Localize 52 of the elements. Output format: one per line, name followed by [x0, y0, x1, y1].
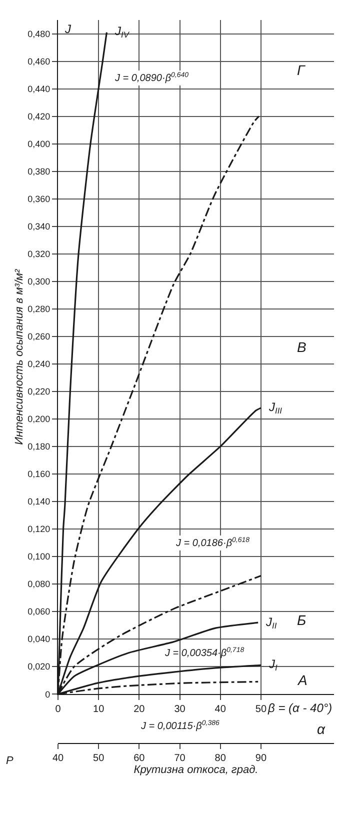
y-tick-label: 0,020	[28, 662, 50, 672]
series-label: J$_{II}$	[265, 615, 278, 631]
text: J = 0,00115·β$^{0,386}$	[140, 720, 220, 732]
y-tick-label: 0,340	[28, 222, 50, 232]
y-tick-label: 0,100	[28, 552, 50, 562]
x2-tick-label: 50	[93, 752, 105, 764]
y-tick-label: 0,140	[28, 496, 50, 507]
y-tick-label: 0,320	[28, 249, 50, 260]
x2-tick-label: 80	[214, 752, 226, 764]
y-axis-title: Интенсивность осыпания в м³/м²	[13, 268, 26, 445]
series-label: J$_{III}$	[268, 400, 283, 416]
y-tick-label: 0,420	[28, 111, 50, 122]
y-tick-label: 0,080	[28, 579, 50, 590]
y-tick-label: 0,440	[28, 84, 50, 94]
x-tick-label: 40	[214, 704, 226, 716]
x2-tick-label: 90	[255, 752, 267, 764]
text: β = (α - 40°)	[267, 701, 332, 715]
y-tick-label: 0,160	[28, 469, 50, 480]
text: Р	[6, 755, 14, 767]
annotation: А	[297, 672, 308, 688]
y-tick-label: 0,040	[28, 634, 50, 644]
y-tick-label: 0,480	[28, 28, 50, 39]
x2-tick-label: 60	[134, 752, 146, 764]
annotation: В	[297, 339, 306, 355]
y-tick-label: 0,300	[28, 276, 50, 287]
x-tick-label: 50	[255, 704, 267, 716]
y-tick-label: 0,280	[28, 304, 50, 314]
y-tick-label: 0	[45, 689, 50, 700]
annotation: Г	[297, 62, 306, 78]
x-tick-label: 20	[134, 704, 146, 716]
y-tick-label: 0,460	[28, 56, 50, 66]
y-tick-label: 0,400	[28, 138, 50, 149]
y-tick-label: 0,360	[28, 194, 50, 204]
annotation: J = 0,0186·β$^{0,618}$	[175, 537, 250, 550]
annotation: J	[64, 22, 72, 36]
y-tick-label: 0,380	[28, 166, 50, 176]
y-tick-label: 0,120	[28, 524, 50, 534]
y-tick-label: 0,060	[28, 606, 50, 617]
x-tick-label: 10	[93, 704, 105, 716]
x2-tick-label: 40	[52, 752, 64, 764]
y-tick-label: 0,200	[28, 414, 50, 424]
annotation: Б	[297, 612, 306, 628]
y-tick-label: 0,240	[28, 359, 50, 370]
x2-tick-label: 70	[174, 752, 186, 764]
y-tick-label: 0,220	[28, 386, 50, 397]
x-axis-title: Крутизна откоса, град.	[134, 764, 258, 776]
x-tick-label: 30	[174, 704, 186, 716]
x-tick-label: 0	[55, 704, 62, 716]
y-tick-label: 0,180	[28, 442, 50, 452]
y-tick-label: 0,260	[28, 332, 50, 342]
annotation: J = 0,0890·β$^{0,640}$	[114, 72, 189, 84]
x2-axis-title: α	[317, 721, 326, 737]
